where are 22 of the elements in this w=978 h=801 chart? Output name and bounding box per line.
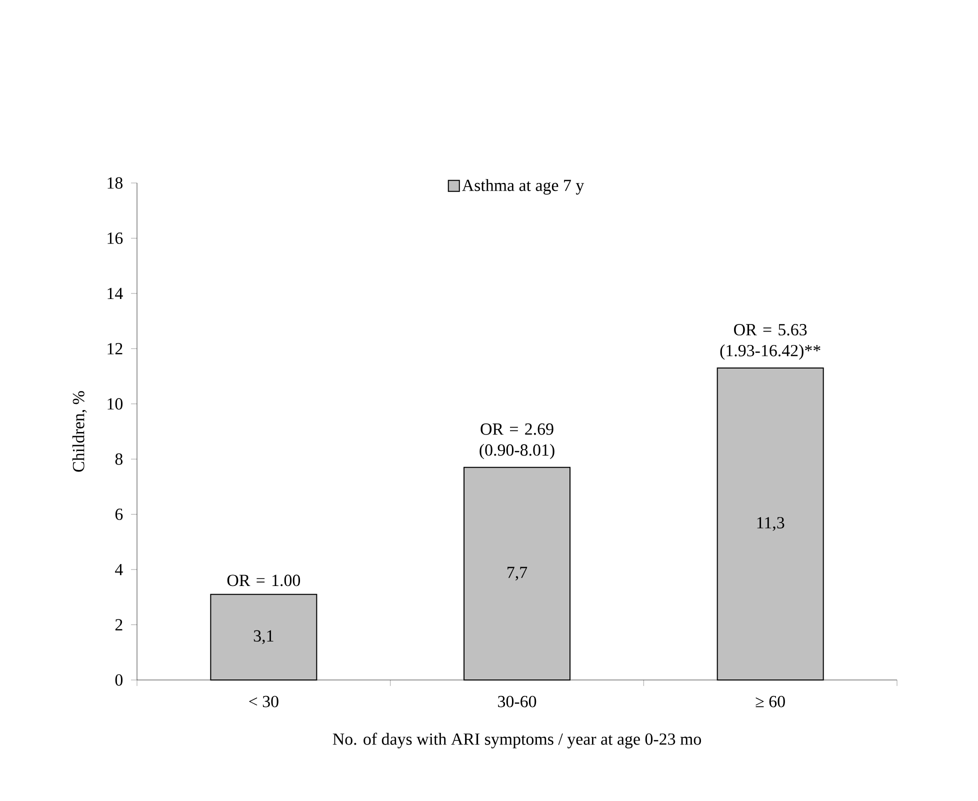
data-label: 7,7 <box>508 566 528 581</box>
y-tick-label: 18 <box>108 177 123 189</box>
annotation: OR = 5.63 (1.93-16.42)** <box>720 324 820 360</box>
x-tick-label: < 30 <box>249 696 278 708</box>
y-tick-label: 14 <box>108 288 123 300</box>
y-tick-label: 0 <box>115 674 123 686</box>
y-tick-label: 4 <box>115 564 123 576</box>
annotation: OR = 2.69 (0.90-8.01) <box>480 423 554 460</box>
data-label: 3,1 <box>254 630 274 644</box>
y-tick-label: 16 <box>108 232 123 244</box>
y-tick-label: 2 <box>115 619 122 630</box>
y-tick-label: 12 <box>108 343 122 354</box>
legend-label: Asthma at age 7 y <box>462 179 584 195</box>
y-tick-label: 6 <box>115 508 123 520</box>
y-tick-label: 8 <box>115 453 123 465</box>
y-tick-label: 10 <box>108 398 123 410</box>
x-axis-title: No. of days with ARI symptoms / year at age 0-23 mo <box>332 732 702 748</box>
data-label: 11,3 <box>757 517 784 531</box>
x-tick-label: 30-60 <box>498 696 536 708</box>
annotation: OR = 1.00 <box>227 574 300 586</box>
y-axis-title: Children, % <box>72 391 87 472</box>
x-tick-label: ≥ 60 <box>756 696 785 708</box>
